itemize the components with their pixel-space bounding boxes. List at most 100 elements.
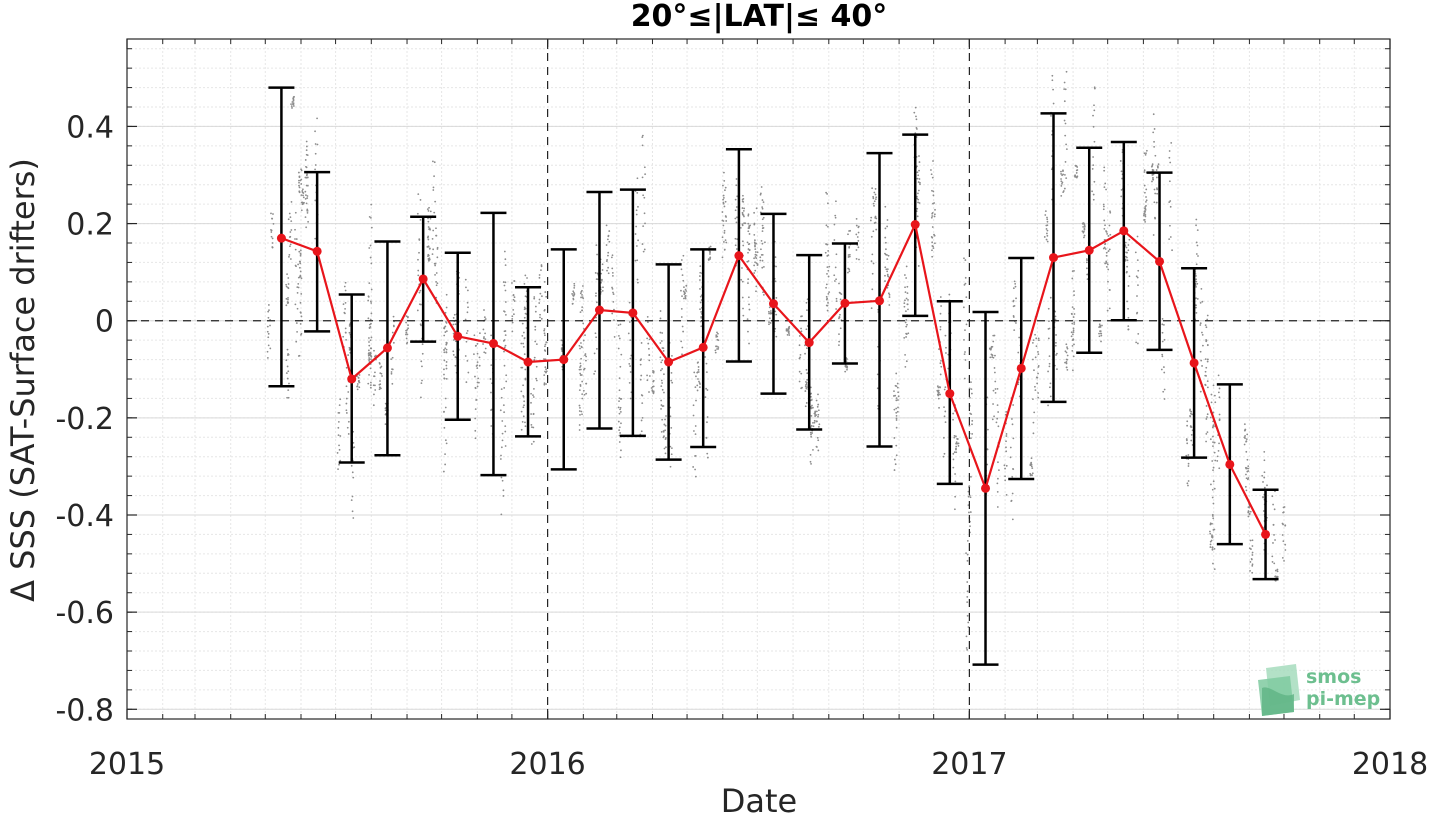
scatter-point (1106, 233, 1109, 235)
scatter-point (904, 321, 907, 324)
scatter-point (756, 251, 759, 254)
scatter-point (641, 176, 644, 179)
scatter-point (761, 259, 764, 262)
scatter-point (1143, 171, 1146, 173)
scatter-point (1247, 506, 1250, 509)
scatter-point (1199, 390, 1202, 393)
scatter-point (607, 266, 610, 269)
scatter-point (526, 277, 528, 279)
scatter-point (1247, 465, 1250, 468)
scatter-point (582, 368, 585, 371)
scatter-point (697, 378, 699, 380)
series-point (910, 220, 920, 230)
scatter-point (904, 286, 906, 289)
scatter-point (300, 293, 303, 295)
scatter-point (1136, 235, 1139, 238)
scatter-point (338, 448, 341, 451)
scatter-point (357, 379, 360, 382)
scatter-point (768, 317, 771, 320)
scatter-point (817, 393, 819, 396)
scatter-point (1162, 323, 1165, 326)
scatter-point (993, 415, 995, 418)
scatter-point (369, 386, 372, 389)
scatter-point (305, 140, 308, 143)
scatter-point (646, 315, 649, 318)
scatter-point (699, 279, 701, 281)
scatter-point (1251, 571, 1254, 574)
scatter-point (884, 266, 887, 269)
scatter-point (660, 340, 663, 342)
scatter-point (938, 391, 940, 394)
scatter-point (300, 168, 302, 171)
scatter-point (875, 228, 878, 231)
scatter-point (827, 293, 830, 295)
scatter-point (581, 294, 583, 296)
scatter-point (581, 289, 583, 292)
scatter-point (945, 352, 947, 354)
scatter-point (835, 200, 837, 203)
scatter-point (806, 386, 808, 389)
scatter-point (992, 356, 995, 359)
scatter-point (534, 328, 537, 331)
scatter-point (1017, 351, 1020, 354)
scatter-point (1246, 458, 1249, 461)
scatter-point (824, 251, 827, 254)
scatter-point (955, 451, 958, 454)
scatter-point (966, 601, 969, 604)
scatter-point (680, 268, 683, 271)
scatter-point (642, 225, 645, 228)
scatter-point (1017, 383, 1020, 386)
scatter-point (992, 334, 995, 337)
scatter-point (1245, 438, 1248, 441)
scatter-point (369, 300, 372, 303)
scatter-point (540, 295, 543, 298)
scatter-point (917, 174, 920, 177)
scatter-point (585, 392, 588, 395)
scatter-point (445, 320, 447, 323)
scatter-point (741, 240, 744, 243)
scatter-point (1161, 323, 1164, 326)
scatter-point (1212, 424, 1215, 427)
scatter-point (580, 342, 582, 344)
scatter-point (1075, 165, 1078, 167)
scatter-point (905, 332, 908, 335)
scatter-point (298, 176, 301, 179)
scatter-point (1205, 433, 1208, 435)
scatter-point (872, 197, 875, 200)
scatter-point (1244, 428, 1247, 431)
scatter-point (827, 202, 829, 205)
scatter-point (717, 332, 719, 335)
scatter-point (754, 269, 757, 272)
scatter-point (904, 310, 907, 313)
scatter-point (445, 367, 448, 370)
scatter-point (997, 477, 999, 480)
scatter-point (897, 395, 900, 398)
scatter-point (545, 383, 548, 385)
scatter-point (1195, 275, 1197, 277)
scatter-point (628, 301, 631, 304)
scatter-point (444, 406, 447, 409)
scatter-point (445, 293, 448, 296)
scatter-point (932, 247, 935, 250)
scatter-point (1245, 450, 1248, 453)
scatter-point (483, 316, 486, 319)
scatter-point (1136, 295, 1138, 297)
scatter-point (533, 297, 536, 300)
scatter-point (620, 353, 623, 356)
scatter-point (1035, 337, 1038, 340)
scatter-point (1201, 331, 1203, 334)
scatter-point (648, 359, 651, 362)
scatter-point (1047, 337, 1050, 340)
scatter-point (1153, 145, 1156, 148)
scatter-point (1011, 518, 1014, 521)
scatter-point (1266, 484, 1268, 487)
scatter-point (753, 272, 756, 274)
scatter-point (306, 208, 309, 211)
scatter-point (635, 209, 638, 212)
scatter-point (747, 227, 750, 230)
scatter-point (573, 284, 576, 287)
scatter-point (1245, 440, 1247, 443)
scatter-point (828, 265, 831, 268)
scatter-point (285, 304, 288, 307)
